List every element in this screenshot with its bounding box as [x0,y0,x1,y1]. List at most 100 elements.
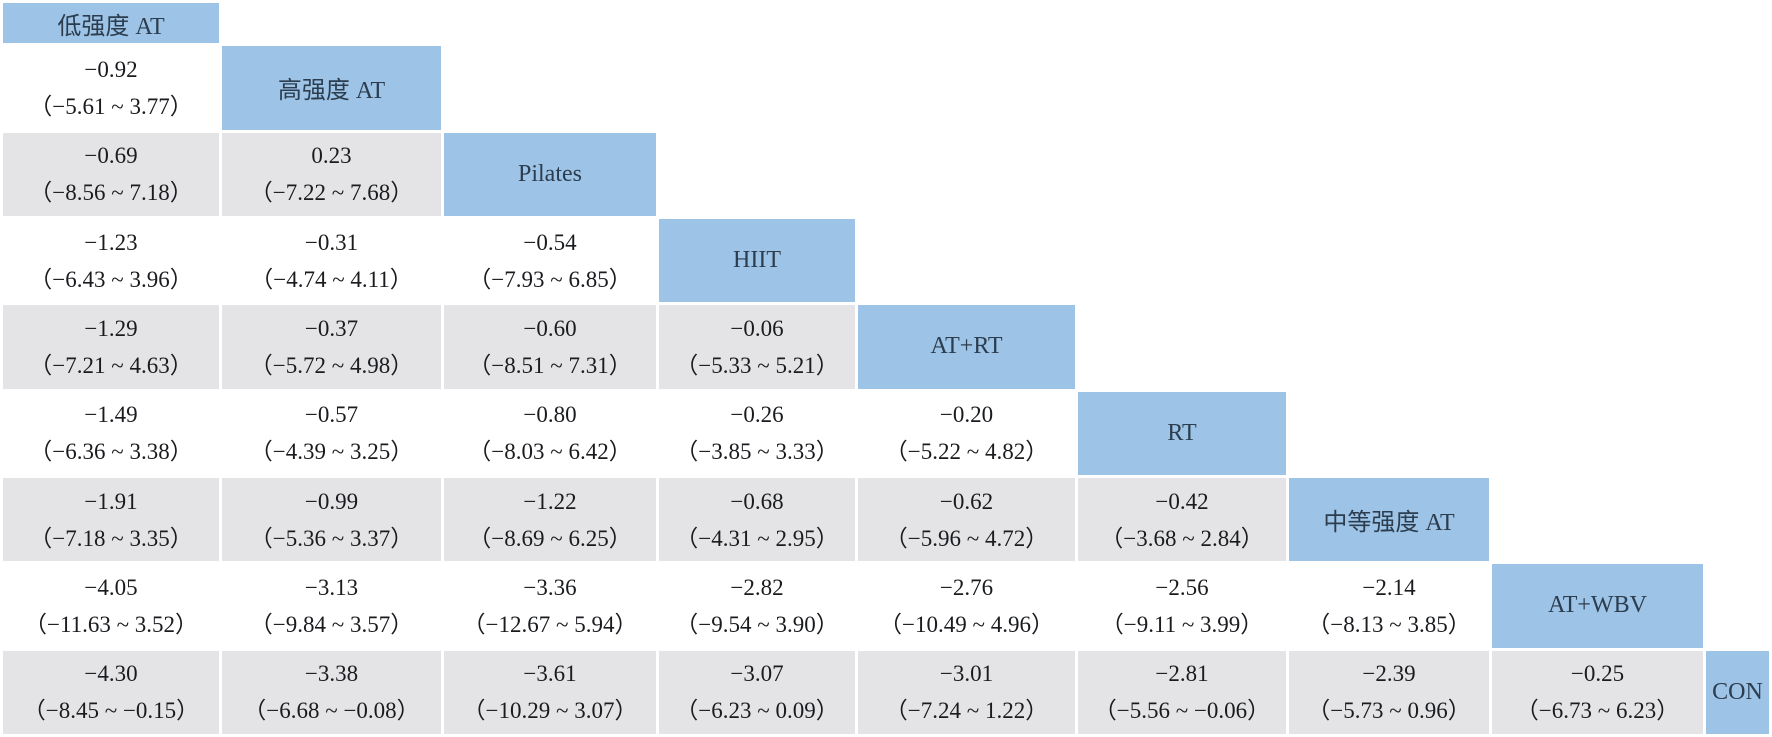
effect-estimate: −0.69 [84,143,138,169]
confidence-interval: （−7.24 ~ 1.22） [884,698,1049,724]
confidence-interval: （−8.03 ~ 6.42） [468,439,632,465]
effect-estimate: −0.26 [730,402,784,428]
treatment-cell-rt: RT [1078,391,1286,475]
treatment-cell-con: CON [1706,650,1769,734]
treatment-label: RT [1167,419,1197,446]
effect-estimate: −0.60 [523,315,577,341]
effect-estimate: −0.92 [84,56,138,82]
confidence-interval: （−3.68 ~ 2.84） [1100,525,1264,551]
confidence-interval: （−7.18 ~ 3.35） [29,525,193,551]
effect-estimate: −3.07 [730,661,784,687]
empty-cell [659,133,855,216]
empty-cell [1706,564,1769,647]
effect-estimate: −3.13 [304,574,359,600]
empty-cell [1706,219,1769,302]
effect-estimate: −3.36 [523,574,577,600]
effect-estimate: −0.37 [304,315,359,341]
comparison-cell: −3.36 （−12.67 ~ 5.94） [444,564,656,648]
treatment-cell-hiit: HIIT [659,218,855,303]
effect-estimate: −3.01 [939,661,994,687]
treatment-label: 高强度 AT [277,78,386,105]
comparison-cell: −0.68 （−4.31 ~ 2.95） [659,477,855,562]
empty-cell [858,133,1075,216]
confidence-interval: （−7.21 ~ 4.63） [29,352,193,378]
comparison-cell: −3.07 （−6.23 ~ 0.09） [659,650,855,734]
comparison-cell: −3.61 （−10.29 ~ 3.07） [444,650,656,734]
empty-cell [1289,3,1489,43]
comparison-cell: 0.23 （−7.22 ~ 7.68） [222,132,441,216]
effect-estimate: −0.80 [523,402,577,428]
table-row: 低强度 AT [3,3,1769,44]
effect-estimate: −0.62 [939,488,994,514]
comparison-cell: −0.37 （−5.72 ~ 4.98） [222,305,441,389]
comparison-cell: −3.38 （−6.68 ~ −0.08） [222,650,441,734]
empty-cell [1492,133,1703,216]
comparison-cell: −3.13 （−9.84 ~ 3.57） [222,564,441,648]
effect-estimate: −0.99 [304,488,359,514]
empty-cell [1492,46,1703,129]
empty-cell [1706,392,1769,475]
empty-cell [1289,219,1489,302]
comparison-cell: −1.22 （−8.69 ~ 6.25） [444,477,656,562]
table-row: −0.92 （−5.61 ~ 3.77） 高强度 AT [3,46,1769,130]
comparison-cell: −1.29 （−7.21 ~ 4.63） [3,305,219,389]
empty-cell [1078,3,1286,43]
effect-estimate: 0.23 [311,143,352,169]
effect-estimate: −0.25 [1570,661,1625,687]
effect-estimate: −2.76 [939,574,994,600]
comparison-cell: −2.39 （−5.73 ~ 0.96） [1289,650,1489,734]
confidence-interval: （−5.36 ~ 3.37） [249,525,414,551]
confidence-interval: （−9.11 ~ 3.99） [1100,611,1264,637]
treatment-cell-at-rt: AT+RT [858,305,1075,389]
empty-cell [1289,392,1489,475]
empty-cell [1078,46,1286,129]
effect-estimate: −0.57 [304,402,359,428]
comparison-cell: −1.91 （−7.18 ~ 3.35） [3,477,219,562]
confidence-interval: （−6.43 ~ 3.96） [29,266,193,292]
treatment-cell-at-wbv: AT+WBV [1492,564,1703,648]
confidence-interval: （−5.61 ~ 3.77） [29,93,193,119]
confidence-interval: （−6.68 ~ −0.08） [243,698,420,724]
confidence-interval: （−8.45 ~ −0.15） [22,698,200,724]
effect-estimate: −2.81 [1155,661,1209,687]
effect-estimate: −1.49 [84,402,138,428]
confidence-interval: （−5.96 ~ 4.72） [884,525,1049,551]
confidence-interval: （−4.31 ~ 2.95） [675,525,839,551]
empty-cell [444,46,656,129]
comparison-cell: −2.81 （−5.56 ~ −0.06） [1078,650,1286,734]
comparison-cell: −0.25 （−6.73 ~ 6.23） [1492,650,1703,734]
table-row: −4.05 （−11.63 ~ 3.52） −3.13 （−9.84 ~ 3.57）… [3,564,1769,648]
empty-cell [1492,478,1703,561]
treatment-label: AT+WBV [1548,592,1647,619]
treatment-cell-low-intensity-at: 低强度 AT [3,3,219,44]
confidence-interval: （−3.85 ~ 3.33） [675,439,839,465]
comparison-cell: −4.05 （−11.63 ~ 3.52） [3,564,219,648]
confidence-interval: （−7.22 ~ 7.68） [249,180,414,206]
empty-cell [1706,3,1769,43]
confidence-interval: （−4.74 ~ 4.11） [250,266,413,292]
empty-cell [1706,46,1769,129]
comparison-cell: −2.82 （−9.54 ~ 3.90） [659,564,855,648]
empty-cell [659,46,855,129]
confidence-interval: （−5.72 ~ 4.98） [249,352,414,378]
effect-estimate: −4.05 [84,574,138,600]
effect-estimate: −3.38 [304,661,359,687]
confidence-interval: （−5.33 ~ 5.21） [675,352,839,378]
comparison-cell: −0.62 （−5.96 ~ 4.72） [858,477,1075,562]
comparison-cell: −0.26 （−3.85 ~ 3.33） [659,391,855,475]
empty-cell [1078,219,1286,302]
table-row: −1.29 （−7.21 ~ 4.63） −0.37 （−5.72 ~ 4.98） … [3,305,1769,389]
empty-cell [1289,46,1489,129]
effect-estimate: −2.56 [1155,574,1209,600]
confidence-interval: （−6.23 ~ 0.09） [675,698,839,724]
effect-estimate: −2.39 [1362,661,1416,687]
empty-cell [1289,133,1489,216]
confidence-interval: （−8.56 ~ 7.18） [29,180,193,206]
empty-cell [858,3,1075,43]
empty-cell [1492,392,1703,475]
confidence-interval: （−6.36 ~ 3.38） [29,439,193,465]
confidence-interval: （−8.51 ~ 7.31） [468,352,632,378]
confidence-interval: （−4.39 ~ 3.25） [249,439,414,465]
treatment-label: 中等强度 AT [1323,510,1455,537]
